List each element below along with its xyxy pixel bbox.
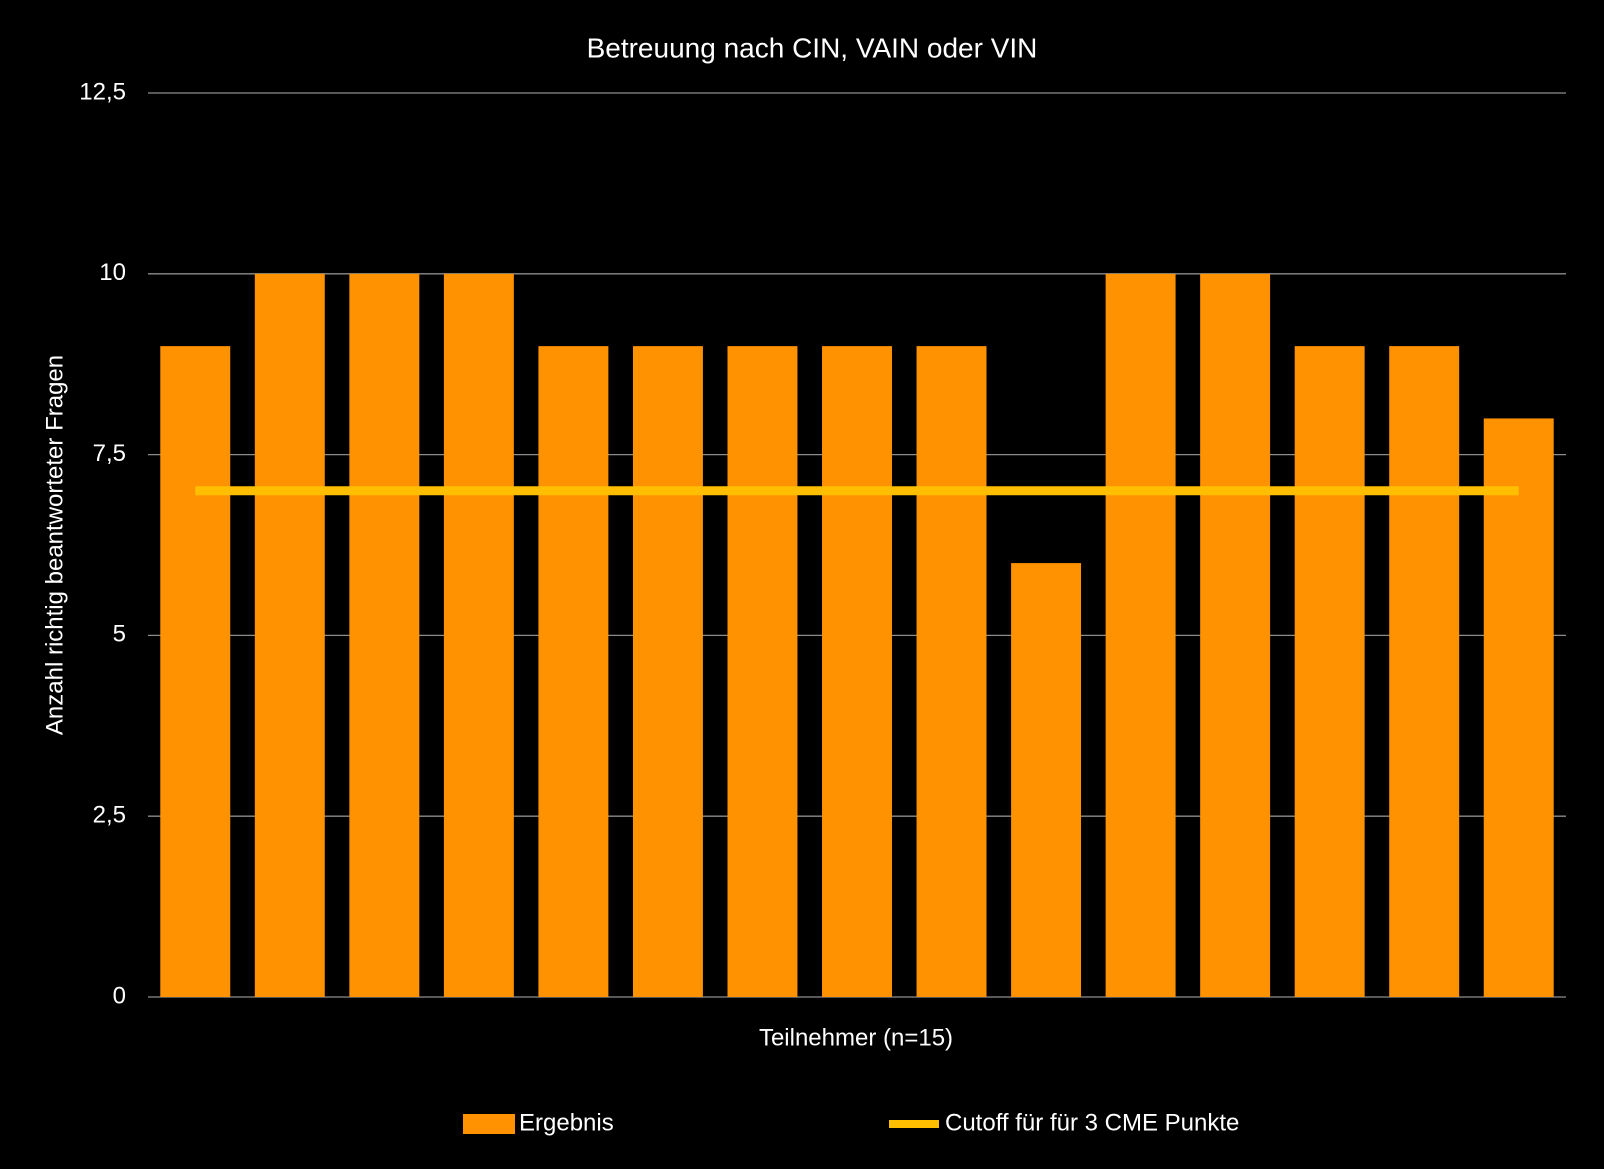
y-tick-label: 0	[113, 982, 126, 1009]
y-tick-label: 10	[99, 259, 126, 286]
x-axis-label: Teilnehmer (n=15)	[759, 1024, 953, 1051]
legend-label: Cutoff für für 3 CME Punkte	[945, 1109, 1239, 1136]
bar	[632, 346, 703, 997]
bar	[1294, 346, 1365, 997]
bar	[1200, 273, 1271, 997]
y-tick-label: 2,5	[93, 802, 126, 829]
y-axis-label: Anzahl richtig beantworteter Fragen	[41, 355, 68, 735]
bar	[727, 346, 798, 997]
bar	[1105, 273, 1176, 997]
bar	[538, 346, 609, 997]
bar	[160, 346, 231, 997]
legend-label: Ergebnis	[519, 1109, 614, 1136]
bar	[1483, 418, 1554, 997]
bar	[349, 273, 420, 997]
bar	[916, 346, 987, 997]
bar	[822, 346, 892, 997]
legend-swatch	[463, 1114, 515, 1134]
bar	[254, 273, 325, 997]
y-tick-label: 12,5	[79, 78, 126, 105]
bar	[443, 273, 514, 997]
y-tick-label: 5	[113, 621, 126, 648]
bar	[1011, 563, 1082, 997]
chart-title: Betreuung nach CIN, VAIN oder VIN	[587, 32, 1038, 63]
y-tick-label: 7,5	[93, 440, 126, 467]
bar	[1389, 346, 1460, 997]
